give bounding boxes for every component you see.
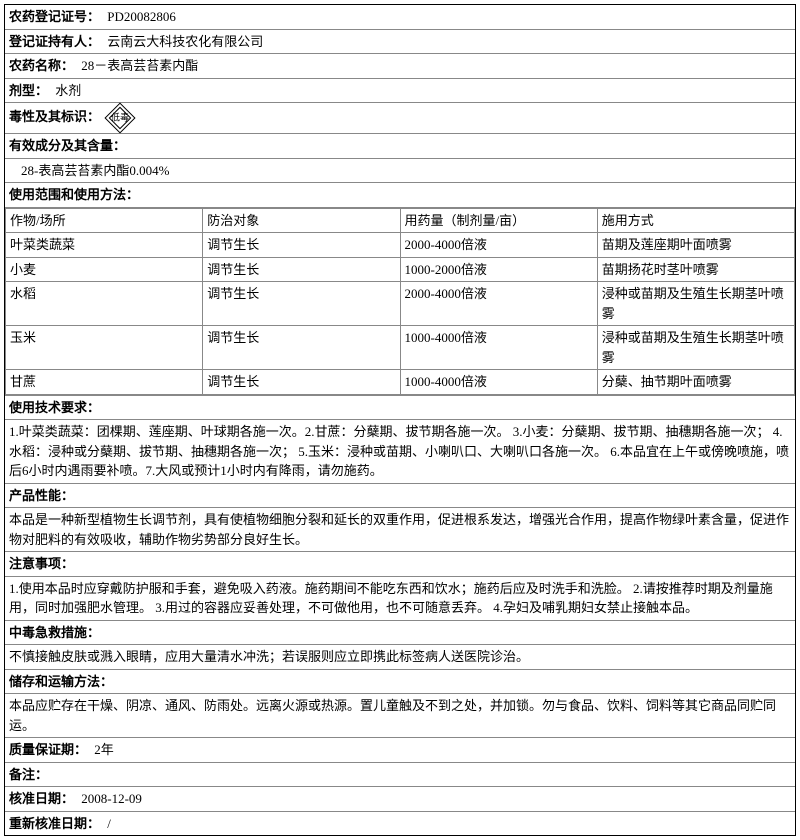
table-row: 叶菜类蔬菜调节生长2000-4000倍液苗期及莲座期叶面喷雾 [6, 233, 795, 258]
table-cell: 1000-2000倍液 [400, 257, 597, 282]
value-holder: 云南云大科技农化有限公司 [107, 34, 263, 49]
table-cell: 浸种或苗期及生殖生长期茎叶喷雾 [597, 282, 794, 326]
value-reg-no: PD20082806 [107, 9, 176, 24]
field-shelf: 质量保证期： 2年 [5, 738, 795, 763]
label-toxicity: 毒性及其标识： [9, 109, 100, 124]
label-reapprove-date: 重新核准日期： [9, 816, 100, 831]
usage-table-header-row: 作物/场所防治对象用药量（制剂量/亩）施用方式 [6, 208, 795, 233]
table-cell: 调节生长 [203, 370, 400, 395]
table-cell: 甘蔗 [6, 370, 203, 395]
field-form: 剂型： 水剂 [5, 79, 795, 104]
usage-col-header: 防治对象 [203, 208, 400, 233]
table-cell: 叶菜类蔬菜 [6, 233, 203, 258]
label-reg-no: 农药登记证号： [9, 9, 100, 24]
table-cell: 调节生长 [203, 233, 400, 258]
field-holder: 登记证持有人： 云南云大科技农化有限公司 [5, 30, 795, 55]
header-poison: 中毒急救措施： [5, 621, 795, 646]
value-name: 28－表高芸苔素内酯 [81, 58, 198, 73]
label-name: 农药名称： [9, 58, 74, 73]
value-shelf: 2年 [94, 742, 114, 757]
table-row: 玉米调节生长1000-4000倍液浸种或苗期及生殖生长期茎叶喷雾 [6, 326, 795, 370]
usage-table: 作物/场所防治对象用药量（制剂量/亩）施用方式 叶菜类蔬菜调节生长2000-40… [5, 208, 795, 395]
label-remark: 备注： [9, 767, 48, 782]
table-cell: 1000-4000倍液 [400, 326, 597, 370]
field-reapprove-date: 重新核准日期： / [5, 812, 795, 836]
value-reapprove-date: / [107, 816, 111, 831]
header-tech-req: 使用技术要求： [5, 396, 795, 421]
usage-table-wrap: 作物/场所防治对象用药量（制剂量/亩）施用方式 叶菜类蔬菜调节生长2000-40… [5, 208, 795, 396]
table-cell: 小麦 [6, 257, 203, 282]
label-shelf: 质量保证期： [9, 742, 87, 757]
field-approve-date: 核准日期： 2008-12-09 [5, 787, 795, 812]
header-caution: 注意事项： [5, 552, 795, 577]
usage-col-header: 用药量（制剂量/亩） [400, 208, 597, 233]
body-active: 28-表高芸苔素内酯0.004% [5, 159, 795, 184]
table-cell: 1000-4000倍液 [400, 370, 597, 395]
field-toxicity: 毒性及其标识： 低毒 [5, 103, 795, 134]
body-storage: 本品应贮存在干燥、阴凉、通风、防雨处。远离火源或热源。置儿童触及不到之处，并加锁… [5, 694, 795, 738]
table-cell: 调节生长 [203, 326, 400, 370]
label-holder: 登记证持有人： [9, 34, 100, 49]
usage-col-header: 施用方式 [597, 208, 794, 233]
body-tech-req: 1.叶菜类蔬菜：团棵期、莲座期、叶球期各施一次。2.甘蔗：分蘖期、拔节期各施一次… [5, 420, 795, 484]
body-performance: 本品是一种新型植物生长调节剂，具有使植物细胞分裂和延长的双重作用，促进根系发达，… [5, 508, 795, 552]
usage-col-header: 作物/场所 [6, 208, 203, 233]
toxicity-icon-text: 低毒 [111, 111, 129, 125]
header-usage-scope: 使用范围和使用方法： [5, 183, 795, 208]
header-storage: 储存和运输方法： [5, 670, 795, 695]
table-row: 甘蔗调节生长1000-4000倍液分蘖、抽节期叶面喷雾 [6, 370, 795, 395]
field-reg-no: 农药登记证号： PD20082806 [5, 5, 795, 30]
header-performance: 产品性能： [5, 484, 795, 509]
label-form: 剂型： [9, 83, 48, 98]
body-poison: 不慎接触皮肤或溅入眼睛，应用大量清水冲洗；若误服则应立即携此标签病人送医院诊治。 [5, 645, 795, 670]
table-row: 水稻调节生长2000-4000倍液浸种或苗期及生殖生长期茎叶喷雾 [6, 282, 795, 326]
label-approve-date: 核准日期： [9, 791, 74, 806]
value-form: 水剂 [55, 83, 81, 98]
table-cell: 分蘖、抽节期叶面喷雾 [597, 370, 794, 395]
table-row: 小麦调节生长1000-2000倍液苗期扬花时茎叶喷雾 [6, 257, 795, 282]
table-cell: 苗期扬花时茎叶喷雾 [597, 257, 794, 282]
document-container: 农药登记证号： PD20082806 登记证持有人： 云南云大科技农化有限公司 … [4, 4, 796, 836]
table-cell: 玉米 [6, 326, 203, 370]
field-remark: 备注： [5, 763, 795, 788]
toxicity-icon: 低毒 [105, 102, 136, 133]
table-cell: 苗期及莲座期叶面喷雾 [597, 233, 794, 258]
body-caution: 1.使用本品时应穿戴防护服和手套，避免吸入药液。施药期间不能吃东西和饮水；施药后… [5, 577, 795, 621]
table-cell: 2000-4000倍液 [400, 233, 597, 258]
table-cell: 调节生长 [203, 282, 400, 326]
usage-table-body: 叶菜类蔬菜调节生长2000-4000倍液苗期及莲座期叶面喷雾小麦调节生长1000… [6, 233, 795, 395]
field-name: 农药名称： 28－表高芸苔素内酯 [5, 54, 795, 79]
table-cell: 水稻 [6, 282, 203, 326]
header-active: 有效成分及其含量： [5, 134, 795, 159]
value-approve-date: 2008-12-09 [81, 791, 142, 806]
table-cell: 浸种或苗期及生殖生长期茎叶喷雾 [597, 326, 794, 370]
table-cell: 调节生长 [203, 257, 400, 282]
table-cell: 2000-4000倍液 [400, 282, 597, 326]
